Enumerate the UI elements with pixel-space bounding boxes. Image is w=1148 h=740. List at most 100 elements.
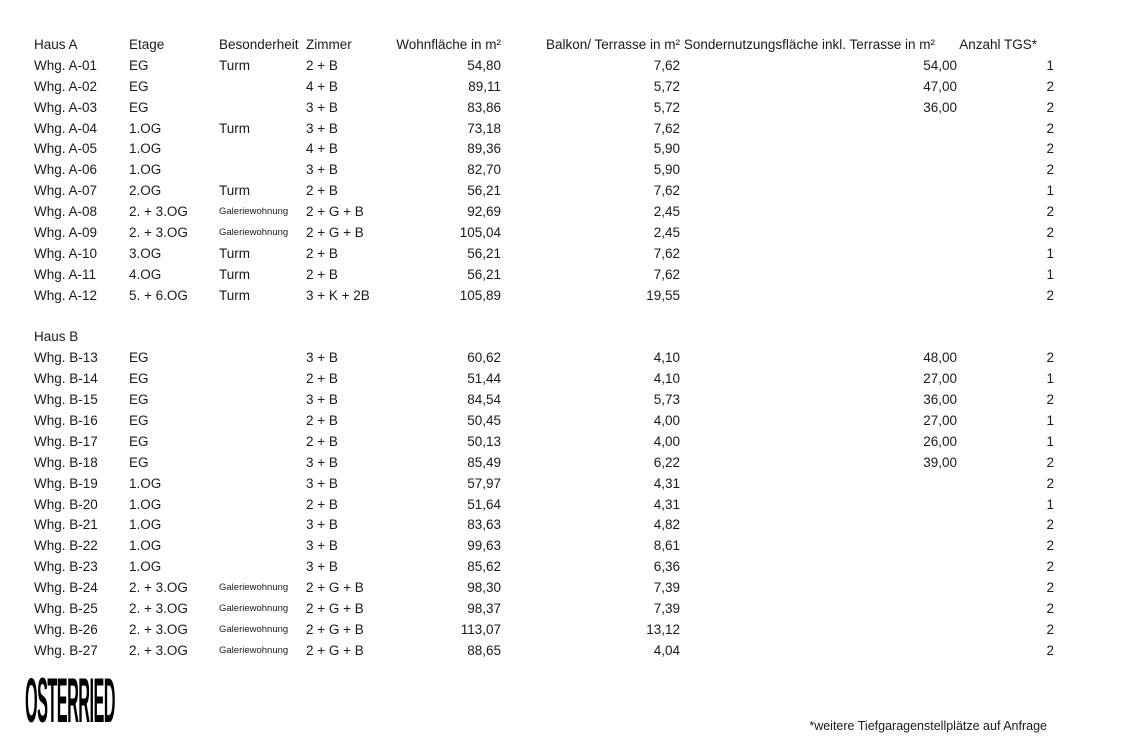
- cell-wohnflaeche: 56,21: [467, 266, 501, 282]
- cell-tgs: 1: [1046, 496, 1054, 512]
- table-row: Whg. A-01 EG Turm 2 + B 54,80 7,62 54,00 1: [34, 56, 1054, 77]
- cell-sondernutzung: 36,00: [923, 99, 957, 115]
- cell-balkon: 8,61: [653, 538, 680, 554]
- cell-etage: 4.OG: [129, 266, 162, 282]
- cell-tgs: 2: [1046, 204, 1054, 220]
- table-row: Whg. A-10 3.OG Turm 2 + B 56,21 7,62 1: [34, 244, 1054, 265]
- cell-wohnflaeche: 50,13: [467, 433, 501, 449]
- cell-name: Whg. A-09: [34, 225, 98, 241]
- cell-etage: EG: [129, 78, 149, 94]
- cell-balkon: 4,00: [653, 433, 680, 449]
- cell-name: Whg. B-15: [34, 392, 98, 408]
- cell-etage: 2. + 3.OG: [129, 621, 188, 637]
- cell-zimmer: 2 + G + B: [306, 621, 364, 637]
- cell-balkon: 4,04: [653, 642, 680, 658]
- cell-tgs: 2: [1046, 454, 1054, 470]
- table-row: Whg. A-09 2. + 3.OG Galeriewohnung 2 + G + …: [34, 223, 1054, 244]
- column-header-sondernutzung: Sondernutzungsfläche inkl. Terrasse in m…: [683, 37, 935, 52]
- cell-name: Whg. B-26: [34, 621, 98, 637]
- cell-balkon: 2,45: [653, 204, 680, 220]
- cell-tgs: 2: [1046, 538, 1054, 554]
- cell-besonderheit: Turm: [219, 287, 250, 303]
- cell-name: Whg. A-10: [34, 245, 98, 261]
- cell-zimmer: 4 + B: [306, 78, 338, 94]
- cell-tgs: 2: [1046, 350, 1054, 366]
- cell-etage: 2.OG: [129, 183, 162, 199]
- cell-zimmer: 2 + B: [306, 57, 338, 73]
- cell-balkon: 7,39: [653, 580, 680, 596]
- cell-wohnflaeche: 56,21: [467, 245, 501, 261]
- cell-zimmer: 2 + B: [306, 245, 338, 261]
- cell-tgs: 2: [1046, 475, 1054, 491]
- cell-besonderheit: Galeriewohnung: [219, 227, 289, 239]
- cell-zimmer: 2 + B: [306, 371, 338, 387]
- cell-wohnflaeche: 83,63: [467, 517, 501, 533]
- cell-besonderheit: Galeriewohnung: [219, 644, 289, 656]
- cell-wohnflaeche: 85,62: [467, 559, 501, 575]
- cell-wohnflaeche: 57,97: [467, 475, 501, 491]
- cell-wohnflaeche: 83,86: [467, 99, 501, 115]
- cell-sondernutzung: 27,00: [923, 371, 957, 387]
- cell-name: Whg. A-04: [34, 120, 98, 136]
- cell-balkon: 6,22: [653, 454, 680, 470]
- cell-balkon: 5,90: [653, 162, 680, 178]
- cell-tgs: 2: [1046, 78, 1054, 94]
- cell-sondernutzung: 48,00: [923, 350, 957, 366]
- osterried-logo: OSTERRIED: [25, 669, 121, 735]
- cell-sondernutzung: 26,00: [923, 433, 957, 449]
- cell-wohnflaeche: 98,37: [467, 601, 501, 617]
- cell-zimmer: 2 + B: [306, 183, 338, 199]
- cell-zimmer: 3 + B: [306, 99, 338, 115]
- table-row: Whg. B-24 2. + 3.OG Galeriewohnung 2 + G + …: [34, 578, 1054, 599]
- table-row: Whg. B-26 2. + 3.OG Galeriewohnung 2 + G + …: [34, 620, 1054, 641]
- cell-balkon: 7,62: [653, 120, 680, 136]
- cell-etage: 2. + 3.OG: [129, 225, 188, 241]
- cell-wohnflaeche: 82,70: [467, 162, 501, 178]
- cell-zimmer: 3 + B: [306, 454, 338, 470]
- cell-name: Whg. A-03: [34, 99, 98, 115]
- cell-wohnflaeche: 98,30: [467, 580, 501, 596]
- table-row: Whg. B-21 1.OG 3 + B 83,63 4,82 2: [34, 515, 1054, 536]
- cell-zimmer: 2 + G + B: [306, 642, 364, 658]
- cell-balkon: 13,12: [646, 621, 680, 637]
- cell-etage: EG: [129, 433, 149, 449]
- cell-wohnflaeche: 113,07: [460, 621, 501, 637]
- cell-tgs: 2: [1046, 559, 1054, 575]
- apartments-table: Haus A Etage Besonderheit Zimmer Wohnfläche …: [34, 35, 1054, 662]
- cell-wohnflaeche: 54,80: [467, 57, 501, 73]
- cell-balkon: 5,72: [653, 99, 680, 115]
- cell-tgs: 2: [1046, 141, 1054, 157]
- cell-etage: 1.OG: [129, 141, 162, 157]
- cell-besonderheit: Turm: [219, 245, 250, 261]
- table-row: Whg. B-20 1.OG 2 + B 51,64 4,31 1: [34, 495, 1054, 516]
- cell-name: Whg. A-12: [34, 287, 98, 303]
- cell-sondernutzung: 54,00: [923, 57, 957, 73]
- cell-balkon: 5,73: [653, 392, 680, 408]
- table-row: Whg. B-25 2. + 3.OG Galeriewohnung 2 + G + …: [34, 599, 1054, 620]
- cell-etage: EG: [129, 413, 149, 429]
- cell-etage: 5. + 6.OG: [129, 287, 188, 303]
- table-row: Whg. B-14 EG 2 + B 51,44 4,10 27,00 1: [34, 369, 1054, 390]
- cell-name: Whg. B-20: [34, 496, 98, 512]
- cell-zimmer: 3 + B: [306, 162, 338, 178]
- cell-besonderheit: Turm: [219, 183, 250, 199]
- cell-zimmer: 3 + B: [306, 538, 338, 554]
- table-row: Whg. A-08 2. + 3.OG Galeriewohnung 2 + G + …: [34, 202, 1054, 223]
- cell-sondernutzung: 36,00: [923, 392, 957, 408]
- cell-tgs: 1: [1046, 433, 1054, 449]
- cell-wohnflaeche: 84,54: [467, 392, 501, 408]
- cell-etage: 2. + 3.OG: [129, 642, 188, 658]
- table-row: Whg. B-27 2. + 3.OG Galeriewohnung 2 + G + …: [34, 641, 1054, 662]
- cell-wohnflaeche: 73,18: [467, 120, 501, 136]
- cell-name: Whg. B-24: [34, 580, 98, 596]
- cell-name: Whg. B-17: [34, 433, 98, 449]
- cell-tgs: 2: [1046, 642, 1054, 658]
- column-header-besonderheit: Besonderheit: [219, 37, 299, 52]
- cell-name: Whg. B-22: [34, 538, 98, 554]
- cell-besonderheit: Turm: [219, 57, 250, 73]
- cell-zimmer: 2 + G + B: [306, 580, 364, 596]
- cell-etage: 2. + 3.OG: [129, 580, 188, 596]
- table-row: Whg. B-17 EG 2 + B 50,13 4,00 26,00 1: [34, 432, 1054, 453]
- cell-tgs: 2: [1046, 517, 1054, 533]
